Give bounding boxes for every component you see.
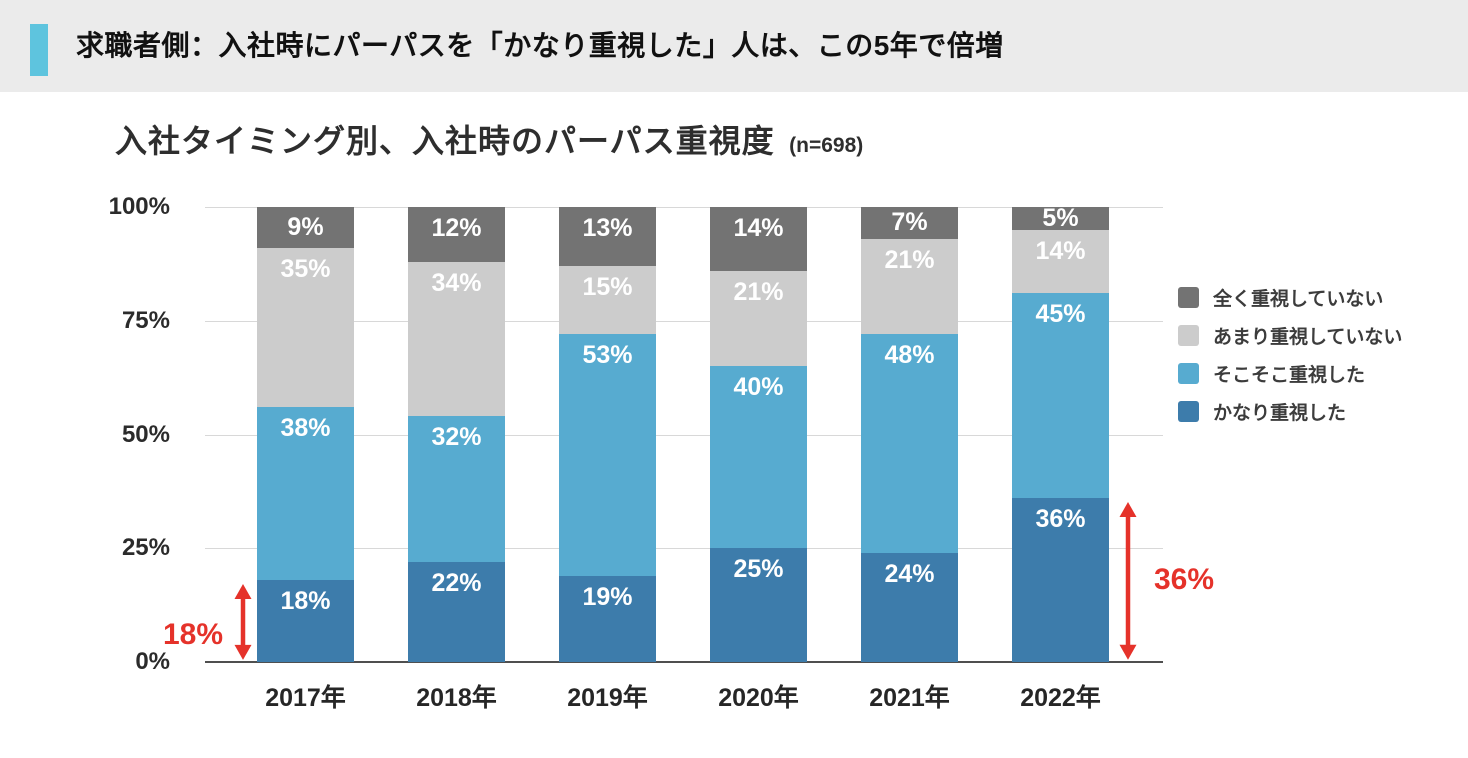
chart-title: 入社タイミング別、入社時のパーパス重視度 xyxy=(115,123,775,159)
bar-segment-value: 18% xyxy=(280,587,331,616)
bar-segment-value: 21% xyxy=(733,277,784,306)
bar-segment: 15% xyxy=(559,266,656,335)
legend-swatch xyxy=(1178,362,1199,384)
header-band: 求職者側：入社時にパーパスを「かなり重視した」人は、この5年で倍増 xyxy=(0,0,1468,92)
bar-segment-value: 38% xyxy=(280,414,331,443)
gridline xyxy=(205,548,1163,550)
legend-item: そこそこ重視した xyxy=(1178,362,1402,386)
bar-segment-value: 53% xyxy=(582,341,633,370)
annotation-arrow xyxy=(1116,502,1140,665)
bar-segment-value: 48% xyxy=(884,341,935,370)
bar-segment-value: 21% xyxy=(884,245,935,274)
bar-segment-value: 19% xyxy=(582,582,633,611)
legend-swatch xyxy=(1178,400,1199,422)
bar-2017年: 18% 38% 35% 9% xyxy=(257,92,354,662)
bar-2018年: 22% 32% 34% 12% xyxy=(408,92,505,662)
bar-segment: 5% xyxy=(1012,203,1109,232)
bar-segment-value: 45% xyxy=(1035,300,1086,329)
bar-segment-value: 9% xyxy=(287,212,324,241)
chart-sample-size: (n=698) xyxy=(789,134,864,157)
bar-segment: 35% xyxy=(257,247,354,408)
bar-segment: 9% xyxy=(257,207,354,248)
bar-segment-value: 32% xyxy=(431,423,482,452)
bar-2021年: 24% 48% 21% 7% xyxy=(861,92,958,662)
bar-segment-value: 40% xyxy=(733,373,784,402)
chart-card: 入社タイミング別、入社時のパーパス重視度 (n=698) 100% 75% 50% 2… xyxy=(0,92,1468,758)
bar-segment-value: 24% xyxy=(884,559,935,588)
bar-segment: 14% xyxy=(1012,229,1109,294)
bar-segment: 32% xyxy=(408,416,505,562)
bar-segment: 12% xyxy=(408,207,505,262)
bar-segment-value: 35% xyxy=(280,254,331,283)
bar-segment-value: 12% xyxy=(431,214,482,242)
chart-title-row: 入社タイミング別、入社時のパーパス重視度 (n=698) xyxy=(115,116,863,162)
x-axis-tick-label: 2020年 xyxy=(718,684,799,712)
bar-segment-value: 22% xyxy=(431,568,482,597)
bar-segment: 18% xyxy=(257,580,354,662)
bar-2022年: 36% 45% 14% 5% xyxy=(1012,92,1109,662)
gridline xyxy=(205,320,1163,322)
bar-segment: 19% xyxy=(559,575,656,662)
bar-segment: 45% xyxy=(1012,293,1109,499)
bar-segment: 53% xyxy=(559,334,656,576)
annotation-value: 36% xyxy=(1154,563,1215,597)
bar-2020年: 25% 40% 21% 14% xyxy=(710,92,807,662)
bar-segment: 24% xyxy=(861,552,958,662)
bar-segment: 36% xyxy=(1012,498,1109,662)
bar-segment-value: 36% xyxy=(1035,505,1086,534)
x-axis-line xyxy=(205,661,1163,663)
chart-legend: 全く重視していない あまり重視していない そこそこ重視した かなり重視した xyxy=(1178,286,1402,438)
x-axis-tick-label: 2017年 xyxy=(265,684,346,712)
bar-segment: 13% xyxy=(559,207,656,267)
bar-segment: 14% xyxy=(710,207,807,271)
x-axis-tick-label: 2018年 xyxy=(416,684,497,712)
annotation-arrow xyxy=(231,584,255,665)
legend-label: 全く重視していない xyxy=(1213,288,1384,310)
bar-segment-value: 5% xyxy=(1042,203,1079,232)
header-accent-bar xyxy=(30,24,48,76)
y-axis-tick-label: 25% xyxy=(121,534,170,562)
gridline xyxy=(205,207,1163,208)
bar-segment: 40% xyxy=(710,366,807,549)
y-axis-tick-label: 50% xyxy=(121,420,170,448)
legend-item: 全く重視していない xyxy=(1178,286,1402,310)
bar-segment-value: 25% xyxy=(733,555,784,584)
y-axis-tick-label: 75% xyxy=(121,306,170,334)
bar-segment-value: 15% xyxy=(582,273,633,302)
plot-area: 100% 75% 50% 25% 0% 18% 38% 35% 9% 2017年 22% 32% 34%… xyxy=(0,92,1468,758)
legend-swatch xyxy=(1178,324,1199,346)
legend-swatch xyxy=(1178,286,1199,308)
legend-label: あまり重視していない xyxy=(1213,326,1403,348)
bar-segment: 21% xyxy=(710,270,807,367)
gridline xyxy=(205,434,1163,436)
bar-segment-value: 14% xyxy=(1035,236,1086,265)
annotation-layer: 18% 36% xyxy=(0,92,1468,758)
bar-segment-value: 13% xyxy=(582,214,633,242)
x-axis-tick-label: 2019年 xyxy=(567,684,648,712)
bar-segment-value: 14% xyxy=(733,214,784,242)
legend-item: かなり重視した xyxy=(1178,400,1402,424)
bar-segment-value: 7% xyxy=(891,208,928,237)
annotation-value: 18% xyxy=(162,618,223,652)
legend-label: かなり重視した xyxy=(1213,402,1347,424)
y-axis-tick-label: 0% xyxy=(135,648,170,675)
bar-segment: 22% xyxy=(408,561,505,662)
bar-segment: 38% xyxy=(257,407,354,581)
bar-segment-value: 34% xyxy=(431,268,482,297)
x-axis-tick-label: 2021年 xyxy=(869,684,950,712)
bar-segment: 48% xyxy=(861,334,958,553)
x-axis-tick-label: 2022年 xyxy=(1020,684,1101,712)
bar-segment: 25% xyxy=(710,548,807,662)
bar-segment: 7% xyxy=(861,207,958,239)
y-axis-tick-label: 100% xyxy=(108,193,170,220)
bar-segment: 21% xyxy=(861,238,958,335)
legend-item: あまり重視していない xyxy=(1178,324,1403,348)
bar-2019年: 19% 53% 15% 13% xyxy=(559,92,656,662)
bar-segment: 34% xyxy=(408,261,505,417)
legend-label: そこそこ重視した xyxy=(1213,364,1366,386)
page-title: 求職者側：入社時にパーパスを「かなり重視した」人は、この5年で倍増 xyxy=(76,30,1004,61)
